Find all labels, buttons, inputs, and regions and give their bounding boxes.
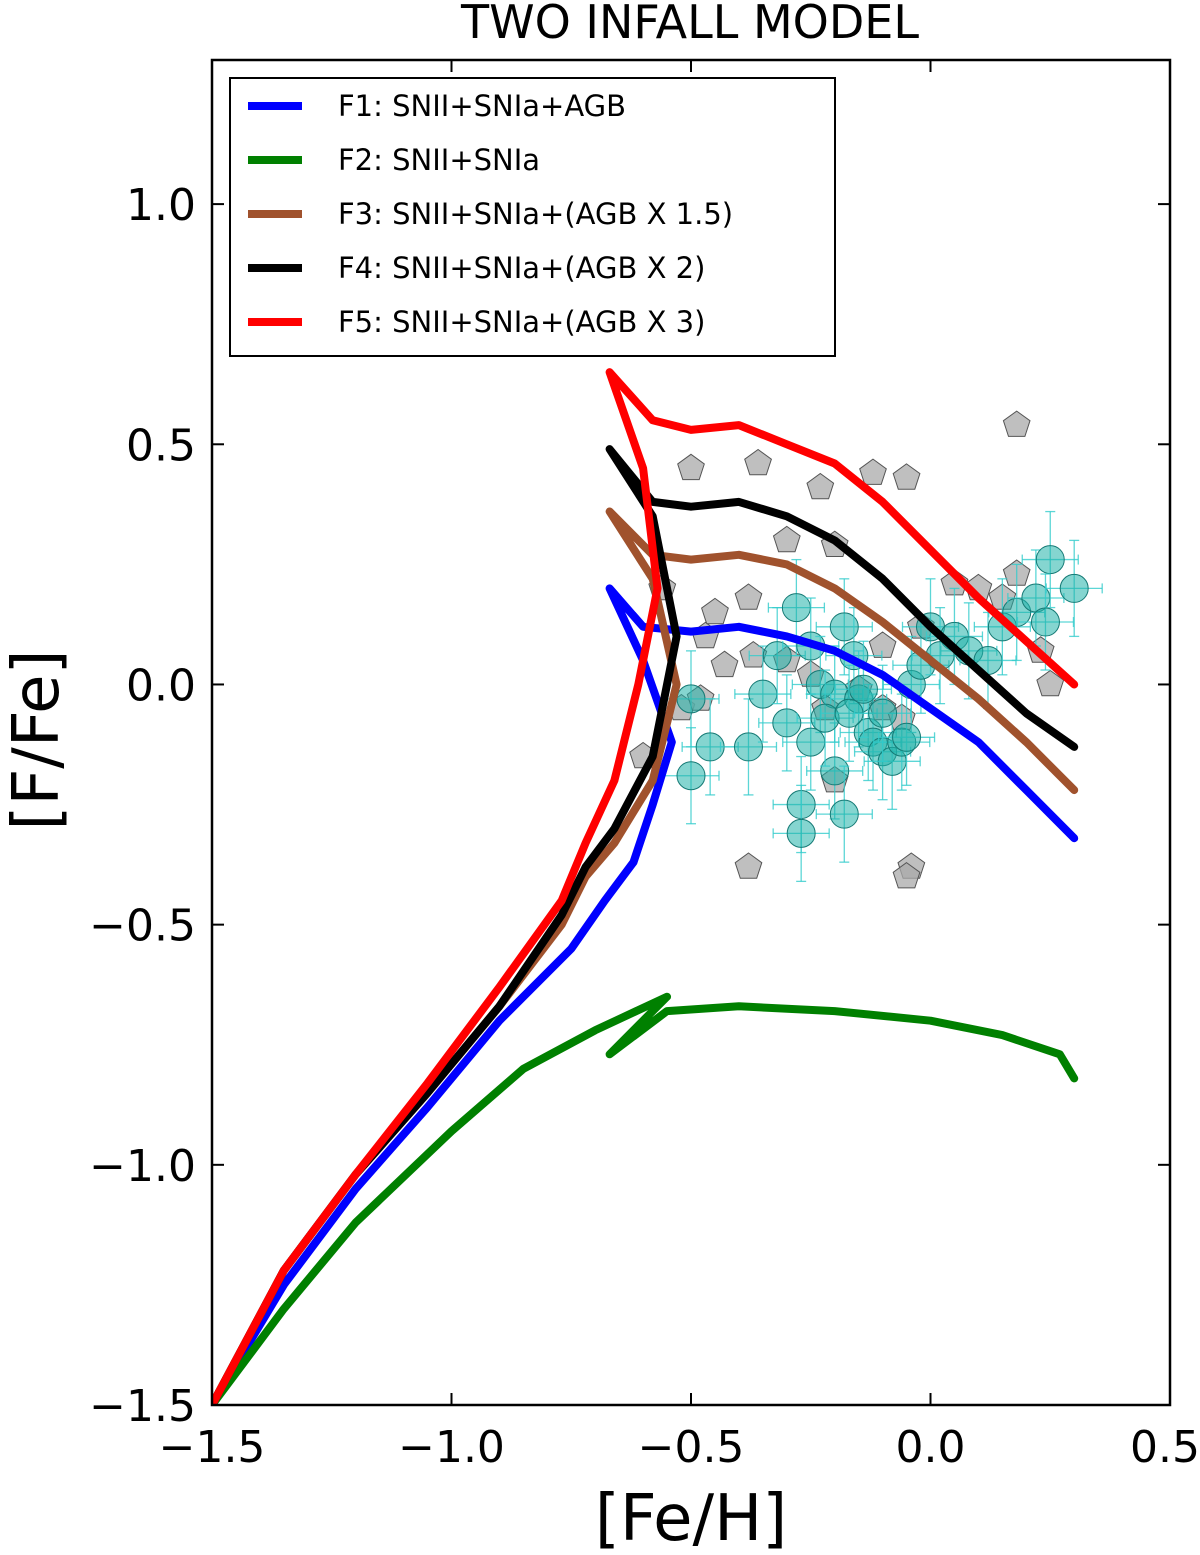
cyan-circle-marker: [762, 641, 792, 671]
cyan-point-6: [767, 558, 826, 657]
cyan-point-29: [1016, 573, 1075, 671]
gray-pentagon-point-9: [701, 597, 729, 625]
cyan-circle-marker: [868, 698, 898, 728]
series-line-f1: [212, 584, 1079, 1405]
cyan-circle-marker: [772, 708, 802, 738]
x-tick-label: −1.0: [398, 1422, 505, 1473]
gray-pentagon-point-6: [772, 525, 801, 553]
legend-label-f3: F3: SNII+SNIa+(AGB X 1.5): [338, 197, 733, 231]
gray-pentagon-point-31: [734, 852, 763, 879]
y-tick-label: −1.0: [89, 1141, 196, 1192]
cyan-circle-marker: [848, 674, 878, 704]
y-tick-label: 1.0: [126, 180, 196, 231]
plot-area: [212, 368, 1103, 1405]
y-axis-title: [F/Fe]: [0, 650, 74, 831]
cyan-point-33: [806, 722, 864, 820]
gray-pentagon-point-0: [677, 453, 705, 481]
cyan-point-28: [1045, 539, 1103, 638]
cyan-point-26: [1007, 549, 1065, 647]
y-tick-label: −1.5: [89, 1381, 196, 1432]
cyan-point-4: [734, 645, 792, 743]
cyan-point-40: [877, 688, 936, 786]
cyan-circle-marker: [796, 727, 826, 757]
gray-pentagon-point-11: [710, 650, 739, 678]
gray-pentagon-point-5: [1002, 410, 1031, 437]
cyan-point-30: [782, 693, 840, 791]
cyan-circle-marker: [829, 612, 859, 642]
legend-label-f5: F5: SNII+SNIa+(AGB X 3): [338, 305, 705, 339]
series-line-f5: [212, 368, 1079, 1405]
x-axis-title: [Fe/H]: [595, 1482, 787, 1555]
legend-label-f1: F1: SNII+SNIa+AGB: [338, 89, 626, 123]
cyan-circle-marker: [733, 732, 763, 762]
y-tick-label: −0.5: [89, 901, 196, 952]
cyan-circle-marker: [676, 761, 706, 791]
cyan-point-36: [796, 669, 854, 767]
x-tick-label: 0.0: [896, 1422, 966, 1473]
cyan-circle-marker: [1035, 545, 1065, 575]
cyan-circle-marker: [676, 684, 706, 714]
gray-pentagon-point-2: [806, 472, 835, 500]
gray-pentagon-point-19: [868, 631, 897, 658]
legend-label-f4: F4: SNII+SNIa+(AGB X 2): [338, 251, 705, 285]
gray-pentagon-point-1: [744, 448, 772, 476]
legend-box: [229, 77, 836, 357]
gray-pentagon-point-4: [892, 463, 921, 490]
cyan-circle-marker: [786, 818, 816, 848]
gray-pentagon-point-26: [1036, 669, 1065, 697]
series-line-f2: [212, 992, 1079, 1405]
y-tick-label: 0.5: [126, 420, 196, 471]
cyan-point-34: [815, 765, 873, 863]
cyan-circle-marker: [829, 799, 859, 829]
gray-pentagon-point-3: [859, 458, 887, 485]
x-tick-label: −0.5: [638, 1422, 745, 1473]
cyan-point-2: [662, 727, 720, 825]
gray-pentagon-point-8: [734, 583, 763, 610]
y-tick-label: 0.0: [126, 660, 196, 711]
gray-pentagon-point-33: [892, 861, 921, 889]
cyan-circle-marker: [1059, 573, 1089, 603]
chart-title: TWO INFALL MODEL: [460, 0, 919, 49]
cyan-point-32: [772, 784, 830, 883]
legend-label-f2: F2: SNII+SNIa: [338, 143, 540, 177]
cyan-point-27: [1021, 510, 1079, 609]
cyan-point-38: [820, 664, 878, 762]
axes: −1.5 −1.0 −0.5 0.0 0.5 −1.5 −1.0 −0.5 0.0 0.5 1.0: [89, 60, 1200, 1473]
cyan-circle-marker: [1030, 607, 1060, 637]
x-tick-label: 0.5: [1130, 1422, 1200, 1473]
x-tick-label: −1.5: [159, 1422, 266, 1473]
cyan-circle-marker: [810, 703, 840, 733]
cyan-circle-marker: [820, 756, 850, 786]
cyan-circle-marker: [892, 722, 922, 752]
cyan-point-39: [853, 664, 912, 762]
legend: F1: SNII+SNIa+AGB F2: SNII+SNIa F3: SNII+S…: [229, 77, 836, 357]
cyan-point-3: [719, 698, 778, 796]
series-line-f4: [212, 445, 1079, 1405]
